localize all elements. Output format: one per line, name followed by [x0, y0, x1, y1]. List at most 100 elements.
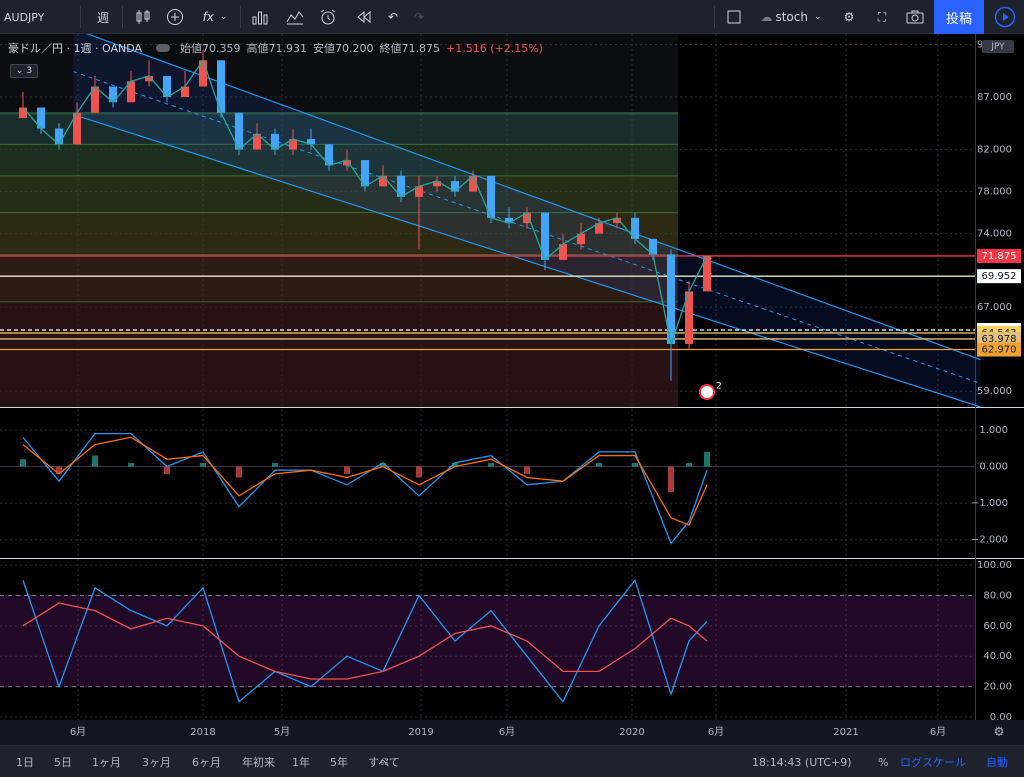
candle-body — [289, 139, 297, 150]
currency-badge — [982, 40, 1014, 53]
macd-histogram-bar — [380, 462, 386, 467]
candle-body — [469, 175, 477, 192]
stoch-axis-label: 0.00 — [990, 712, 1012, 723]
macd-histogram-bar — [56, 466, 62, 474]
stoch-axis-label: 60.00 — [983, 621, 1012, 632]
macd-histogram-bar — [704, 451, 710, 467]
macd-axis-label: 1.000 — [979, 425, 1008, 436]
divider — [122, 6, 123, 28]
candle-body — [523, 212, 531, 224]
time-axis-label: 6月 — [499, 726, 515, 738]
fib-zone-band — [0, 112, 678, 145]
log-scale-button[interactable]: ログスケール — [900, 746, 980, 777]
time-axis-label: 2019 — [408, 727, 433, 738]
camera-icon[interactable] — [902, 0, 928, 34]
macd-axis-label: −2.000 — [971, 535, 1008, 546]
legend-change: +1.516 (+2.15%) — [446, 41, 543, 55]
horizontal-levels — [0, 255, 975, 351]
eye-toggle-icon[interactable] — [156, 44, 170, 52]
layout-name-button[interactable]: ☁ stoch ⌄ — [752, 0, 830, 34]
candle-body — [127, 81, 135, 103]
legend-title[interactable]: 豪ドル／円 · 1週 · OANDA — [8, 42, 142, 55]
event-count: 2 — [716, 382, 722, 392]
macd-histogram-bar — [20, 459, 26, 467]
bar-chart-icon[interactable] — [246, 0, 274, 34]
indicators-button[interactable]: fx ⌄ — [193, 0, 237, 34]
price-axis-label: 87.000 — [977, 92, 1012, 103]
macd-pane — [0, 432, 975, 545]
candle-body — [451, 181, 459, 192]
candle-body — [577, 233, 585, 245]
price-badge[interactable] — [977, 331, 1021, 346]
play-icon[interactable] — [988, 0, 1022, 34]
interval-button[interactable]: 週 — [92, 0, 114, 34]
goto-date-icon[interactable]: ⎌ — [380, 755, 389, 768]
time-axis-label: 2018 — [190, 727, 215, 738]
macd-axis-label: −1.000 — [971, 498, 1008, 509]
price-badge[interactable] — [977, 269, 1021, 284]
fib-zone-band — [0, 254, 678, 302]
candle-body — [307, 139, 315, 145]
range-button[interactable]: 6ヶ月 — [192, 756, 221, 769]
auto-scale-button[interactable]: 自動 — [986, 746, 1018, 777]
candle-body — [649, 238, 657, 255]
price-axis-label: 82.000 — [977, 145, 1012, 156]
replay-icon[interactable] — [350, 0, 378, 34]
candle-body — [487, 175, 495, 218]
candle-body — [325, 144, 333, 166]
range-button[interactable]: 年初来 — [242, 756, 275, 769]
fullscreen-icon[interactable]: ⛶ — [877, 9, 887, 24]
range-button[interactable]: 5日 — [54, 756, 72, 769]
range-button[interactable]: 5年 — [330, 756, 348, 769]
redo-icon[interactable]: ↷ — [413, 10, 425, 24]
price-badge-label: 62.970 — [982, 345, 1017, 356]
chart-canvas[interactable]: 2 92.00087.00082.00078.00074.00067.00059… — [0, 34, 1024, 745]
macd-histogram-bar — [272, 462, 278, 467]
grid — [0, 34, 1024, 745]
square-icon[interactable] — [721, 0, 747, 34]
range-button[interactable]: 3ヶ月 — [142, 756, 171, 769]
gear-icon[interactable]: ⚙ — [843, 10, 855, 24]
chevron-down-icon: ⌄ — [219, 12, 228, 22]
event-marker[interactable]: 2 — [699, 382, 722, 400]
candle-body — [37, 107, 45, 129]
candle-body — [703, 255, 711, 292]
divider — [80, 6, 81, 28]
time-axis-label: 2020 — [619, 727, 644, 738]
area-chart-icon[interactable] — [281, 0, 309, 34]
price-badge[interactable] — [977, 248, 1021, 263]
percent-scale-button[interactable]: % — [878, 746, 892, 777]
candle-body — [109, 86, 117, 103]
price-badge[interactable] — [977, 342, 1021, 357]
legend: 豪ドル／円 · 1週 · OANDA 始値70.359 高値71.931 安値7… — [8, 40, 543, 56]
range-button[interactable]: 1ヶ月 — [92, 756, 121, 769]
time-axis-label: 2021 — [833, 727, 858, 738]
publish-button[interactable]: 投稿 — [934, 0, 984, 34]
macd-histogram-bar — [632, 462, 638, 467]
candle-body — [685, 291, 693, 344]
event-circle — [699, 384, 715, 400]
undo-icon[interactable]: ↶ — [387, 10, 399, 24]
alarm-clock-icon[interactable] — [313, 0, 343, 34]
time-axis: 6月 2018 5月 2019 6月 2020 6月 2021 6月 ⚙ — [0, 720, 1024, 745]
indicators-collapse-button[interactable]: ⌄ 3 — [10, 64, 38, 78]
candle-body — [73, 112, 81, 145]
time-axis-label: 6月 — [930, 726, 946, 738]
range-button[interactable]: 1日 — [16, 756, 34, 769]
price-badge-label: 69.952 — [982, 271, 1017, 282]
candle-body — [433, 181, 441, 187]
range-button[interactable]: すべて — [368, 756, 400, 769]
range-button[interactable]: 1年 — [292, 756, 310, 769]
compare-add-icon[interactable] — [160, 0, 190, 34]
macd-histogram-bar — [686, 462, 692, 467]
time-axis-label: 6月 — [708, 726, 724, 738]
candle-body — [55, 128, 63, 145]
candlestick-type-icon[interactable] — [128, 0, 158, 34]
candle-body — [163, 76, 171, 98]
currency-label: JPY — [990, 42, 1005, 52]
stoch-axis-label: 80.00 — [983, 590, 1012, 601]
macd-histogram-bar — [524, 466, 530, 474]
symbol-search[interactable]: AUDJPY — [4, 0, 68, 34]
candle-body — [415, 186, 423, 197]
axis-settings-icon: ⚙ — [994, 725, 1005, 739]
